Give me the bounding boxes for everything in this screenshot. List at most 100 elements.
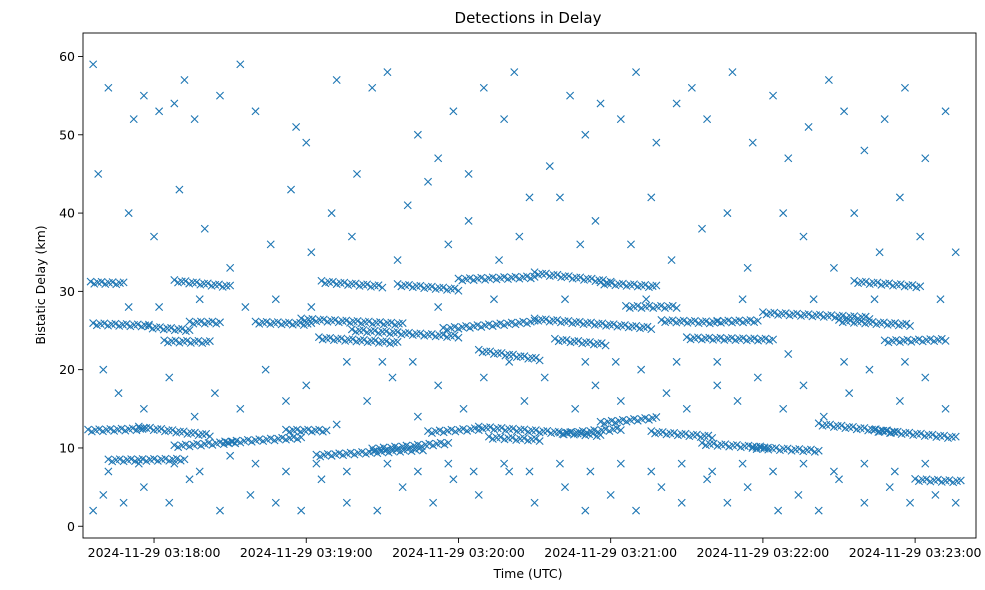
- data-point: [439, 323, 448, 332]
- data-point: [692, 430, 701, 439]
- data-point: [434, 303, 443, 312]
- data-point: [750, 334, 759, 343]
- data-point: [185, 317, 194, 326]
- data-point: [450, 284, 459, 293]
- data-point: [271, 498, 280, 507]
- data-point: [398, 319, 407, 328]
- data-point: [620, 321, 629, 330]
- data-point: [727, 334, 736, 342]
- data-point: [891, 319, 900, 328]
- data-point: [511, 272, 520, 281]
- data-point: [289, 433, 298, 442]
- data-point: [905, 428, 914, 437]
- data-point: [667, 256, 676, 265]
- data-point: [587, 274, 596, 283]
- data-point: [850, 209, 859, 218]
- data-point: [509, 350, 517, 359]
- data-point: [108, 278, 117, 287]
- data-point: [307, 248, 316, 257]
- data-point: [662, 389, 671, 398]
- data-point: [597, 339, 606, 348]
- data-point: [196, 317, 205, 326]
- data-point: [687, 83, 696, 92]
- data-point: [657, 315, 666, 324]
- data-point: [326, 333, 335, 342]
- data-point: [652, 413, 661, 422]
- data-point: [281, 425, 290, 434]
- data-point: [921, 154, 930, 163]
- data-point: [425, 439, 434, 448]
- data-point: [180, 455, 189, 464]
- data-point: [890, 467, 899, 476]
- data-point: [799, 459, 808, 468]
- data-point: [652, 281, 661, 290]
- data-point: [860, 459, 869, 468]
- data-point: [364, 317, 373, 326]
- data-point: [908, 280, 917, 289]
- data-point: [795, 445, 804, 453]
- y-tick-label: 0: [67, 519, 75, 534]
- data-point: [465, 274, 474, 283]
- data-point: [530, 268, 539, 277]
- data-point: [769, 467, 778, 476]
- data-point: [398, 483, 407, 492]
- data-point: [358, 447, 367, 456]
- data-point: [157, 424, 166, 433]
- data-point: [708, 467, 717, 476]
- data-point: [704, 431, 713, 440]
- data-point: [474, 490, 483, 499]
- data-point: [139, 483, 148, 492]
- data-point: [413, 440, 422, 449]
- data-point: [450, 331, 459, 340]
- data-point: [829, 467, 838, 476]
- data-point: [596, 278, 605, 287]
- data-point: [799, 232, 808, 241]
- data-point: [928, 430, 937, 439]
- data-point: [657, 301, 666, 310]
- data-point: [271, 295, 280, 304]
- data-point: [393, 337, 402, 346]
- data-point: [444, 240, 453, 249]
- data-point: [848, 422, 857, 431]
- data-point: [117, 424, 126, 433]
- data-point: [302, 381, 311, 390]
- data-point: [232, 436, 241, 445]
- data-point: [496, 433, 505, 442]
- data-point: [633, 301, 642, 310]
- data-point: [444, 459, 453, 468]
- data-point: [681, 429, 690, 438]
- data-point: [216, 506, 224, 515]
- data-point: [331, 315, 339, 324]
- data-point: [657, 483, 666, 492]
- data-point: [531, 434, 540, 443]
- data-point: [520, 396, 529, 405]
- data-point: [342, 467, 351, 476]
- data-point: [193, 439, 202, 448]
- data-point: [115, 455, 124, 464]
- data-point: [860, 498, 869, 507]
- data-point: [682, 333, 691, 342]
- data-point: [746, 316, 755, 325]
- data-point: [454, 333, 463, 342]
- data-point: [156, 323, 165, 332]
- data-point: [945, 476, 954, 485]
- data-point: [581, 506, 590, 515]
- data-point: [723, 209, 732, 218]
- data-point: [677, 498, 686, 507]
- data-point: [530, 316, 539, 325]
- data-point: [922, 475, 931, 484]
- data-point: [721, 440, 730, 449]
- data-point: [170, 441, 179, 450]
- data-point: [479, 373, 488, 382]
- data-point: [607, 279, 616, 287]
- data-point: [567, 427, 576, 436]
- data-point: [531, 426, 540, 435]
- data-point: [84, 425, 93, 434]
- data-point: [427, 330, 436, 339]
- data-point: [542, 269, 550, 278]
- data-point: [449, 107, 458, 116]
- data-point: [530, 498, 539, 507]
- data-point: [937, 334, 946, 343]
- data-point: [846, 316, 855, 325]
- data-point: [165, 498, 174, 507]
